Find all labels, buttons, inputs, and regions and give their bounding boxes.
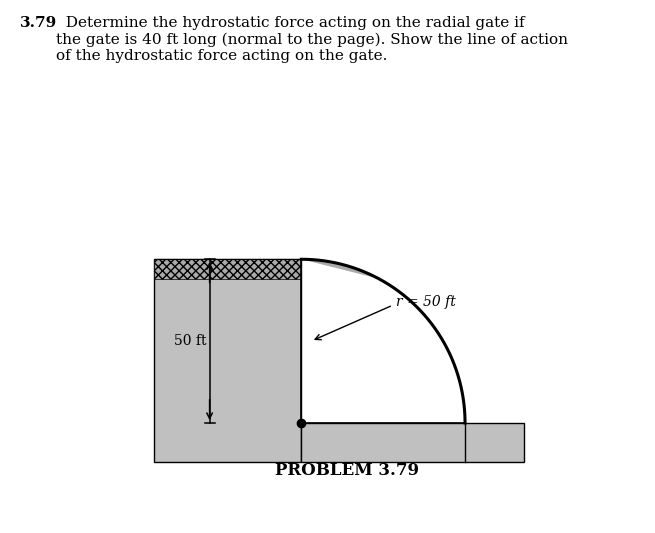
Bar [301,423,524,462]
Text: 3.79: 3.79 [20,16,57,30]
Text: PROBLEM 3.79: PROBLEM 3.79 [275,462,419,479]
Bar [154,259,301,462]
Polygon shape [301,259,379,279]
Bar [154,259,301,279]
Text: Determine the hydrostatic force acting on the radial gate if
the gate is 40 ft l: Determine the hydrostatic force acting o… [56,16,568,63]
Text: 50 ft: 50 ft [174,334,206,348]
Text: r = 50 ft: r = 50 ft [396,295,456,309]
